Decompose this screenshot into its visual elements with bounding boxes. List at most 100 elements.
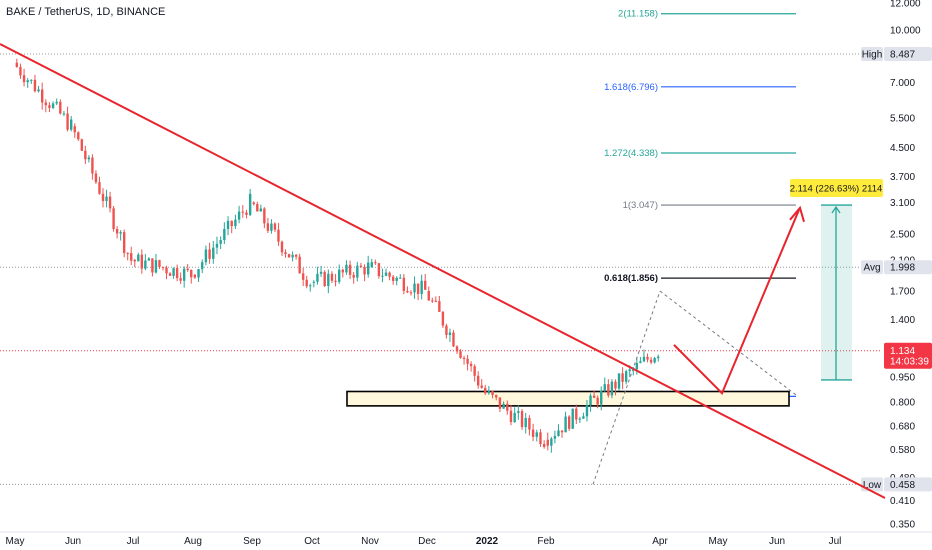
candle-body xyxy=(172,268,175,276)
candle-body xyxy=(66,113,69,130)
candle-body xyxy=(476,375,480,386)
candle-body xyxy=(459,351,462,358)
candle-body xyxy=(657,356,660,359)
candle-body xyxy=(226,220,230,229)
candle-body xyxy=(84,150,87,160)
candle-body xyxy=(416,283,420,294)
candle-body xyxy=(266,223,270,231)
price-tag-value-box xyxy=(884,260,932,275)
candle-body xyxy=(614,381,617,389)
candle-body xyxy=(391,276,395,281)
candle-body xyxy=(140,254,144,269)
last-price-box xyxy=(884,342,932,369)
candle-body xyxy=(441,311,445,326)
candle-body xyxy=(77,132,80,140)
candle-body xyxy=(356,265,359,278)
candle-body xyxy=(506,403,509,411)
last-price-value: 1.134 xyxy=(890,346,915,357)
candle-body xyxy=(294,254,298,257)
candle-body xyxy=(352,274,355,278)
candle-body xyxy=(73,126,76,133)
candle-body xyxy=(402,277,406,291)
candle-body xyxy=(230,220,233,227)
candle-body xyxy=(44,102,48,106)
candle-body xyxy=(15,62,19,67)
candle-body xyxy=(434,300,438,302)
y-tick-label: 5.500 xyxy=(890,113,915,124)
candle-body xyxy=(59,101,62,114)
x-tick-label: Jun xyxy=(769,536,785,547)
candle-body xyxy=(105,196,108,202)
price-tag-value: 1.998 xyxy=(890,263,915,274)
candle-body xyxy=(542,444,546,447)
candle-body xyxy=(653,358,656,363)
y-tick-label: 10.000 xyxy=(890,25,921,36)
candle-body xyxy=(484,387,487,394)
x-tick-label: Aug xyxy=(184,536,202,547)
candle-body xyxy=(122,232,126,253)
candle-body xyxy=(280,241,284,253)
candle-body xyxy=(259,208,263,212)
candle-body xyxy=(617,373,621,389)
candle-body xyxy=(487,391,491,394)
candle-body xyxy=(277,229,280,242)
candle-body xyxy=(234,219,237,227)
candle-body xyxy=(241,211,244,213)
fib-level-label: 2(11.158) xyxy=(618,9,658,20)
candle-body xyxy=(557,430,560,436)
candle-body xyxy=(112,208,115,230)
candle-body xyxy=(359,265,363,268)
candle-body xyxy=(564,416,567,433)
candle-body xyxy=(337,269,341,282)
candle-body xyxy=(179,278,182,281)
candle-body xyxy=(607,384,610,396)
x-tick-label: Sep xyxy=(243,536,261,547)
candle-body xyxy=(395,277,398,281)
candle-body xyxy=(284,252,287,255)
candle-body xyxy=(513,412,516,423)
candle-body xyxy=(151,258,154,273)
candle-body xyxy=(219,240,222,244)
y-tick-label: 3.700 xyxy=(890,172,915,183)
candle-body xyxy=(197,269,200,278)
candle-body xyxy=(69,119,73,130)
candle-body xyxy=(256,204,259,212)
candle-body xyxy=(204,249,208,263)
candle-body xyxy=(528,418,531,430)
y-tick-label: 0.950 xyxy=(890,372,915,383)
candle-body xyxy=(323,271,326,287)
candle-body xyxy=(585,405,589,417)
candle-body xyxy=(610,381,614,396)
projection-line xyxy=(659,290,797,396)
candle-body xyxy=(546,439,549,446)
candle-body xyxy=(201,262,204,270)
candle-body xyxy=(273,223,277,230)
candle-body xyxy=(327,273,330,287)
candle-body xyxy=(502,403,505,409)
candle-body xyxy=(252,202,255,205)
candle-body xyxy=(208,249,211,259)
candle-body xyxy=(491,391,494,395)
candle-body xyxy=(575,408,578,420)
candle-body xyxy=(55,101,58,104)
candle-body xyxy=(48,105,51,108)
target-label-box xyxy=(790,179,883,198)
candle-body xyxy=(263,208,266,224)
candle-body xyxy=(330,273,334,281)
y-tick-label: 0.800 xyxy=(890,398,915,409)
candle-body xyxy=(341,269,345,273)
price-tag-value: 0.458 xyxy=(890,480,915,491)
x-tick-label: 2022 xyxy=(476,536,499,547)
candle-body xyxy=(413,283,416,293)
candle-body xyxy=(560,430,564,433)
candle-body xyxy=(223,228,226,241)
candle-body xyxy=(420,280,423,294)
candle-body xyxy=(115,229,119,234)
candle-body xyxy=(424,280,427,290)
candle-body xyxy=(374,262,377,264)
chart-title: BAKE / TetherUS, 1D, BINANCE xyxy=(6,6,166,18)
price-tag-label: Avg xyxy=(863,263,880,274)
candle-body xyxy=(305,279,308,287)
candle-body xyxy=(154,260,158,273)
